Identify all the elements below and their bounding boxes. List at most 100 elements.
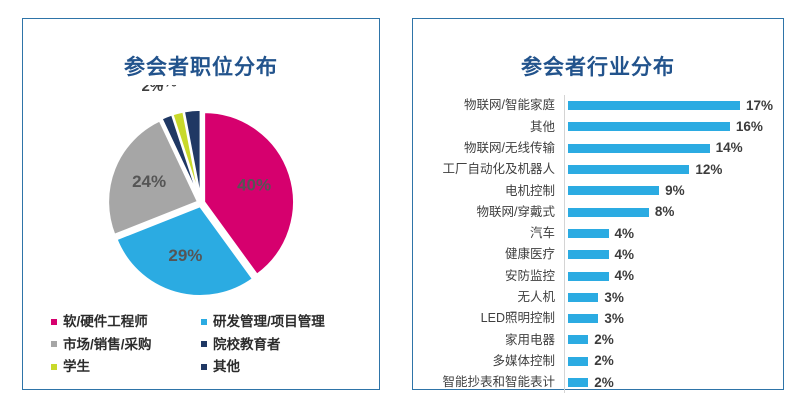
bar-fill [568, 335, 589, 345]
bar-category-label: 多媒体控制 [492, 353, 555, 368]
bar-value-label: 17% [746, 97, 774, 113]
bar-value-label: 2% [594, 332, 614, 348]
bar-row: 其他 16% [413, 116, 783, 138]
legend-item[interactable]: 市场/销售/采购 [51, 336, 201, 352]
bar-category-label: 安防监控 [504, 268, 555, 283]
pie-chart-graphic: 40%29%24%2%2%3% [23, 85, 379, 300]
bar-fill [568, 143, 710, 153]
bar-value-label: 2% [594, 353, 614, 369]
bar-row: 电机控制 9% [413, 180, 783, 202]
bar-track: 2% [564, 371, 783, 394]
bar-category-label: 物联网/穿戴式 [476, 204, 555, 219]
bar-track: 4% [564, 265, 783, 287]
bar-track: 8% [564, 201, 783, 223]
bar-fill [568, 271, 609, 281]
pie-slice [114, 204, 255, 298]
bar-track: 9% [564, 180, 783, 202]
bar-value-label: 8% [654, 204, 675, 220]
bar-track: 14% [564, 137, 783, 159]
bar-fill [568, 314, 599, 324]
bar-value-label: 9% [665, 183, 685, 199]
bar-value-label: 4% [614, 225, 635, 241]
legend-item[interactable]: 学生 [51, 360, 201, 374]
pie-slice-label: 2% [141, 85, 163, 95]
pie-slice-label: 3% [173, 85, 195, 88]
bar-chart-panel: 参会者行业分布 物联网/智能家庭 17% 其他 16% 物联网/无线传输 14% 工厂自动化… [412, 18, 784, 394]
bar-row: 健康医疗 4% [413, 244, 783, 266]
bar-fill [568, 101, 740, 111]
bar-category-label: LED照明控制 [480, 311, 555, 326]
legend-swatch-icon [51, 318, 57, 325]
pie-slice [182, 108, 202, 201]
bar-category-label: 电机控制 [504, 183, 555, 198]
pie-svg: 40%29%24%2%2%3% [107, 85, 296, 298]
pie-chart-title: 参会者职位分布 [124, 56, 278, 79]
legend-swatch-icon [51, 341, 57, 348]
legend-swatch-icon [201, 318, 207, 325]
legend-item[interactable]: 院校教育者 [201, 336, 353, 352]
bar-fill [568, 250, 609, 260]
bar-fill [568, 122, 730, 132]
legend-item-label: 市场/销售/采购 [63, 336, 152, 352]
legend-item[interactable]: 研发管理/项目管理 [201, 315, 353, 329]
bar-track: 4% [564, 222, 783, 245]
pie-slice-label: 29% [168, 246, 202, 265]
bar-fill [568, 165, 690, 175]
bar-fill [568, 207, 649, 217]
bar-track: 3% [564, 307, 783, 330]
pie-slice [107, 118, 200, 237]
bar-value-label: 4% [614, 246, 635, 262]
pie-slice-label: 2% [155, 85, 177, 91]
bar-category-label: 健康医疗 [504, 247, 555, 262]
legend-swatch-icon [201, 341, 207, 348]
bar-value-label: 3% [604, 310, 624, 326]
bar-row: 物联网/无线传输 14% [413, 137, 783, 159]
bar-value-label: 2% [594, 374, 614, 390]
bar-row: 多媒体控制 2% [413, 350, 783, 372]
bar-value-label: 4% [614, 268, 635, 284]
bar-value-label: 3% [604, 289, 624, 305]
legend-item-label: 其他 [213, 359, 240, 374]
bar-fill [568, 378, 589, 387]
bar-row: 安防监控 4% [413, 265, 783, 287]
bar-category-label: 无人机 [517, 290, 555, 305]
bar-chart-rows: 物联网/智能家庭 17% 其他 16% 物联网/无线传输 14% 工厂自动化及机器人 12% 电… [413, 95, 783, 394]
legend-swatch-icon [201, 363, 207, 370]
pie-slice-label: 40% [237, 175, 271, 194]
bar-category-label: 物联网/智能家庭 [464, 98, 555, 113]
pie-chart-panel: 参会者职位分布 40%29%24%2%2%3% 软/硬件工程师研发管理/项目管理… [22, 18, 380, 390]
legend-item[interactable]: 其他 [201, 360, 353, 374]
bar-category-label: 其他 [529, 119, 555, 134]
bar-track: 3% [564, 286, 783, 308]
legend-item-label: 研发管理/项目管理 [213, 314, 325, 329]
bar-track: 2% [564, 329, 783, 351]
bar-value-label: 12% [695, 161, 723, 177]
bar-fill [568, 186, 660, 196]
bar-value-label: 14% [715, 140, 743, 156]
bar-fill [568, 228, 609, 238]
bar-track: 16% [564, 116, 783, 138]
bar-category-label: 工厂自动化及机器人 [442, 162, 555, 177]
bar-fill [568, 356, 589, 366]
pie-chart-legend: 软/硬件工程师 研发管理/项目管理市场/销售/采购 院校教育者学生 其他 [51, 315, 353, 374]
legend-item-label: 院校教育者 [213, 336, 281, 352]
bar-row: 家用电器 2% [413, 329, 783, 351]
bar-track: 4% [564, 244, 783, 266]
bar-chart-title: 参会者行业分布 [521, 56, 675, 79]
bar-row: LED照明控制 3% [413, 307, 783, 330]
bar-category-label: 汽车 [529, 226, 555, 241]
bar-row: 汽车 4% [413, 222, 783, 245]
bar-row: 物联网/智能家庭 17% [413, 95, 783, 117]
bar-category-label: 物联网/无线传输 [464, 140, 555, 155]
legend-item-label: 学生 [63, 359, 90, 374]
pie-slice-label: 24% [132, 172, 166, 191]
bar-row: 智能抄表和智能表计 2% [413, 371, 783, 394]
bar-row: 工厂自动化及机器人 12% [413, 158, 783, 181]
legend-item[interactable]: 软/硬件工程师 [51, 315, 201, 329]
bar-track: 12% [564, 158, 783, 181]
legend-swatch-icon [51, 363, 57, 370]
bar-row: 无人机 3% [413, 286, 783, 308]
bar-track: 2% [564, 350, 783, 372]
legend-item-label: 软/硬件工程师 [63, 314, 148, 329]
bar-category-label: 家用电器 [504, 332, 555, 347]
